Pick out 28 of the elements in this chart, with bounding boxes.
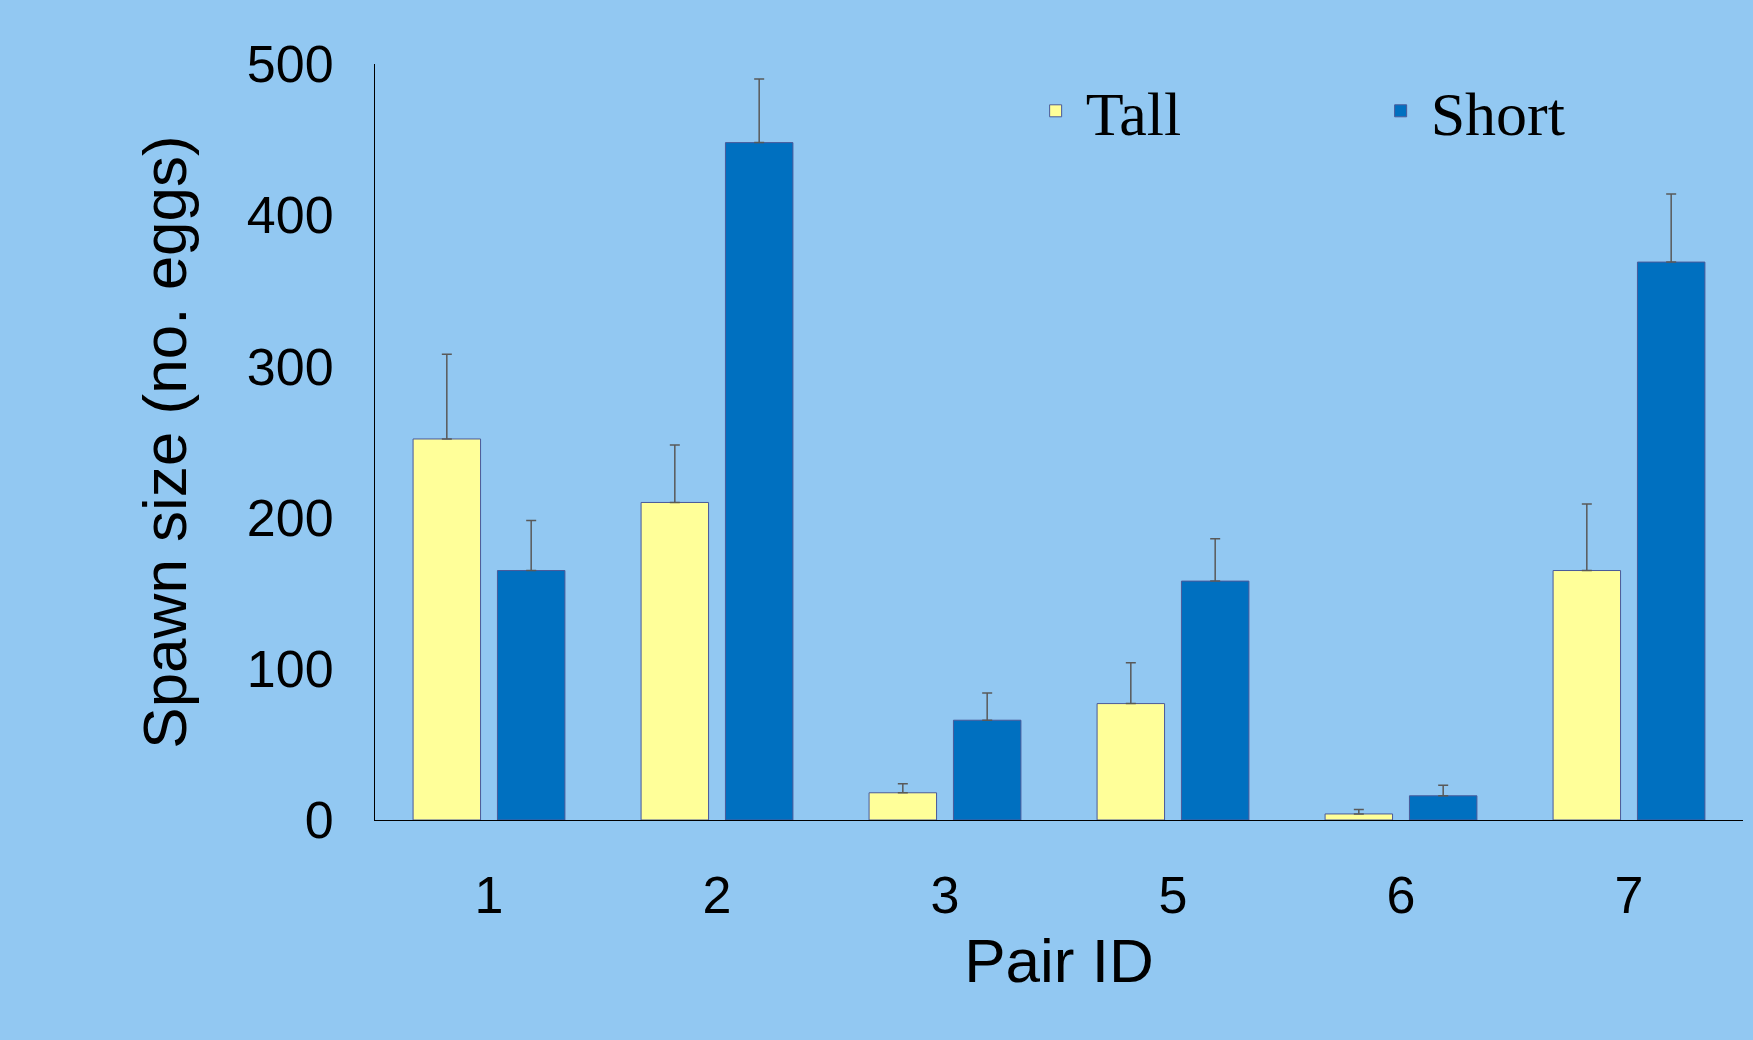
bar bbox=[952, 719, 1022, 820]
legend-label: Tall bbox=[1085, 79, 1182, 148]
bar bbox=[1180, 580, 1250, 820]
bar bbox=[724, 142, 794, 820]
bar bbox=[1408, 795, 1478, 820]
bar bbox=[640, 501, 710, 820]
bar bbox=[412, 438, 482, 820]
bar bbox=[1552, 570, 1622, 820]
y-tick-label: 0 bbox=[304, 791, 334, 850]
y-tick-label: 400 bbox=[246, 186, 334, 245]
y-tick-label: 500 bbox=[246, 35, 334, 94]
bar bbox=[1096, 703, 1166, 820]
x-tick-label: 2 bbox=[702, 866, 732, 925]
bar bbox=[868, 792, 938, 820]
bar bbox=[1324, 813, 1394, 820]
y-tick-label: 200 bbox=[246, 488, 334, 547]
x-tick-label: 7 bbox=[1614, 866, 1644, 925]
bar bbox=[496, 570, 566, 820]
x-tick-label: 3 bbox=[930, 866, 960, 925]
y-axis-title: Spawn size (no. eggs) bbox=[129, 135, 199, 749]
x-tick-label: 1 bbox=[474, 866, 504, 925]
legend-label: Short bbox=[1430, 79, 1565, 148]
x-axis-title: Pair ID bbox=[964, 926, 1154, 996]
x-tick-label: 6 bbox=[1386, 866, 1416, 925]
y-tick-label: 300 bbox=[246, 337, 334, 396]
bar bbox=[1636, 261, 1706, 820]
x-tick-label: 5 bbox=[1158, 866, 1188, 925]
y-tick-label: 100 bbox=[246, 640, 334, 698]
